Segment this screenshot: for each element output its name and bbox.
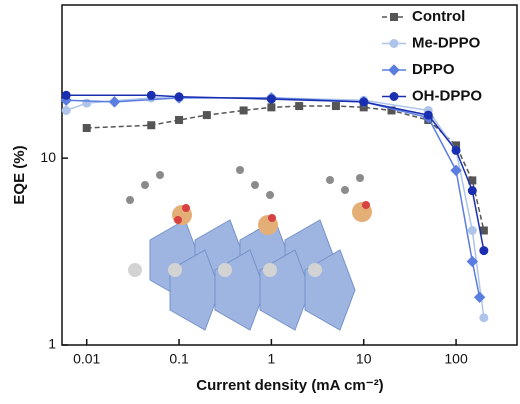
marker xyxy=(479,226,488,235)
marker xyxy=(146,90,156,100)
marker xyxy=(108,96,121,108)
marker xyxy=(479,313,489,323)
y-tick-label: 10 xyxy=(40,149,56,165)
series-line xyxy=(65,97,485,318)
marker xyxy=(473,291,486,304)
x-tick-label: 10 xyxy=(356,351,372,367)
marker xyxy=(61,105,71,115)
x-tick-label: 100 xyxy=(444,351,468,367)
marker xyxy=(450,164,462,177)
y-axis-label: EQE (%) xyxy=(11,145,28,204)
marker xyxy=(466,255,479,268)
legend-label: OH-DPPO xyxy=(412,87,482,104)
legend-label: Control xyxy=(412,8,465,25)
x-axis-label: Current density (mA cm⁻²) xyxy=(196,377,383,394)
marker xyxy=(61,90,71,100)
marker xyxy=(295,102,304,111)
marker xyxy=(388,64,400,76)
marker xyxy=(239,106,248,115)
marker xyxy=(175,115,184,124)
inset-illustration xyxy=(126,166,372,331)
marker xyxy=(467,225,477,235)
legend-label: Me-DPPO xyxy=(412,34,481,51)
x-tick-label: 0.01 xyxy=(73,351,100,367)
marker xyxy=(479,246,489,256)
x-tick-label: 0.1 xyxy=(169,351,189,367)
series-line xyxy=(86,105,485,231)
marker xyxy=(389,39,399,48)
marker xyxy=(423,110,433,120)
plot-frame xyxy=(61,4,518,346)
marker xyxy=(202,111,211,120)
marker xyxy=(359,97,369,107)
legend-label: DPPO xyxy=(412,61,455,78)
marker xyxy=(467,186,477,196)
marker xyxy=(82,123,91,132)
marker xyxy=(267,103,276,112)
marker xyxy=(331,102,340,111)
marker xyxy=(174,92,184,102)
marker xyxy=(389,92,399,101)
marker xyxy=(266,94,276,104)
marker xyxy=(451,145,461,155)
marker xyxy=(147,121,156,130)
y-tick-label: 1 xyxy=(48,336,56,352)
marker xyxy=(390,13,398,21)
x-tick-label: 1 xyxy=(267,351,275,367)
